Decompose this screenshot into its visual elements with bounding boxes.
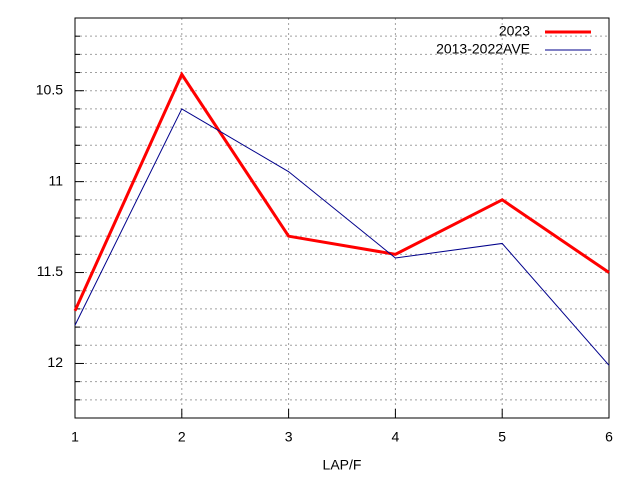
- y-tick-label: 11.5: [37, 263, 63, 279]
- x-tick-label: 5: [498, 429, 506, 445]
- legend-label: 2013-2022AVE: [436, 41, 530, 57]
- x-tick-label: 2: [178, 429, 186, 445]
- x-tick-label: 1: [71, 429, 79, 445]
- x-axis-label: LAP/F: [323, 457, 362, 473]
- x-tick-label: 6: [605, 429, 613, 445]
- y-tick-label: 11: [48, 172, 63, 188]
- legend-label: 2023: [499, 23, 530, 39]
- y-tick-label: 10.5: [36, 81, 63, 97]
- plot-frame: [74, 17, 610, 419]
- series-line: [74, 108, 610, 366]
- y-tick-label: 12: [47, 354, 63, 370]
- x-tick-label: 3: [285, 429, 293, 445]
- series-line: [73, 71, 610, 312]
- x-tick-label: 4: [392, 429, 400, 445]
